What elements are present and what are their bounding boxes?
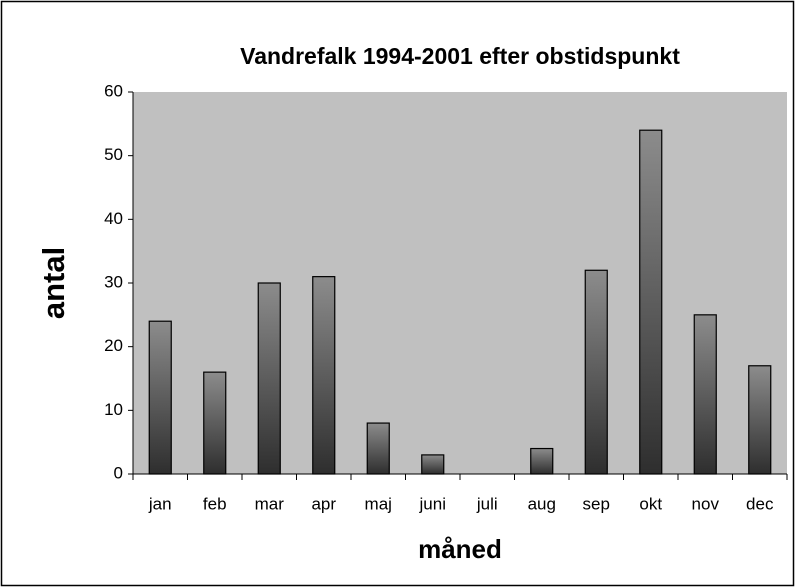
x-axis-label: måned xyxy=(418,534,502,564)
y-tick-label: 30 xyxy=(104,272,123,291)
chart-title: Vandrefalk 1994-2001 efter obstidspunkt xyxy=(240,43,680,69)
x-tick-label: aug xyxy=(528,494,556,513)
x-tick-label: maj xyxy=(365,494,392,513)
y-tick-label: 50 xyxy=(104,145,123,164)
x-tick-label: feb xyxy=(203,494,227,513)
bar xyxy=(639,129,663,475)
bar xyxy=(366,422,390,475)
plot-area xyxy=(133,92,787,474)
x-tick-label: nov xyxy=(692,494,720,513)
bar xyxy=(748,365,772,475)
x-tick-label: jan xyxy=(148,494,172,513)
x-tick-label: sep xyxy=(583,494,610,513)
x-tick-label: dec xyxy=(746,494,774,513)
y-tick-label: 0 xyxy=(114,463,123,482)
x-tick-label: mar xyxy=(255,494,285,513)
y-tick-label: 40 xyxy=(104,209,123,228)
x-tick-label: okt xyxy=(639,494,662,513)
y-tick-label: 60 xyxy=(104,81,123,100)
bar xyxy=(203,371,227,475)
bar xyxy=(584,269,608,475)
x-tick-label: juli xyxy=(476,494,498,513)
bar xyxy=(693,314,717,475)
bar xyxy=(312,276,336,475)
y-tick-label: 20 xyxy=(104,336,123,355)
y-axis-label: antal xyxy=(36,247,71,319)
bar xyxy=(421,454,445,475)
bar xyxy=(148,320,172,475)
x-tick-label: juni xyxy=(419,494,446,513)
x-tick-label: apr xyxy=(311,494,336,513)
bar xyxy=(530,447,554,475)
bar xyxy=(257,282,281,475)
y-tick-label: 10 xyxy=(104,400,123,419)
